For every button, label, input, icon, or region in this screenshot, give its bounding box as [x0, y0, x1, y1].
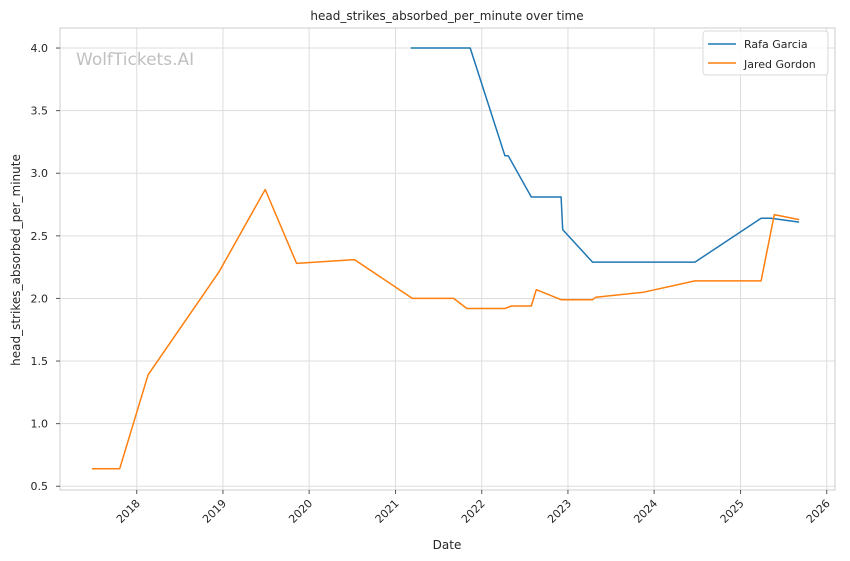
y-tick-label: 4.0 [31, 42, 49, 55]
x-axis-ticks: 2018 2019 2020 2021 2022 2023 2024 2025 2026 [114, 490, 833, 526]
plot-area-frame [59, 27, 836, 491]
x-tick-label: 2018 [114, 497, 143, 526]
x-tick-label: 2023 [545, 497, 574, 526]
x-axis-label: Date [433, 538, 462, 552]
legend-box [702, 30, 829, 76]
x-tick-label: 2026 [804, 497, 833, 526]
y-tick-label: 1.5 [31, 355, 49, 368]
x-tick-label: 2025 [718, 497, 747, 526]
y-tick-label: 0.5 [31, 480, 49, 493]
x-tick-label: 2020 [286, 497, 315, 526]
y-tick-label: 2.0 [31, 292, 49, 305]
grid [60, 28, 835, 490]
series-lines [91, 47, 800, 470]
legend: Rafa Garcia Jared Gordon [702, 30, 829, 76]
x-tick-label: 2024 [631, 497, 660, 526]
y-axis-ticks: 0.5 1.0 1.5 2.0 2.5 3.0 3.5 4.0 [31, 42, 60, 493]
legend-label-rafa-garcia: Rafa Garcia [744, 38, 808, 51]
y-axis-label: head_strikes_absorbed_per_minute [9, 154, 23, 366]
y-tick-label: 2.5 [31, 230, 49, 243]
chart-title: head_strikes_absorbed_per_minute over ti… [310, 9, 583, 23]
x-tick-label: 2019 [200, 497, 229, 526]
series-line-jared-gordon [91, 188, 800, 470]
legend-label-jared-gordon: Jared Gordon [743, 58, 816, 71]
x-tick-label: 2022 [459, 497, 488, 526]
y-tick-label: 3.0 [31, 167, 49, 180]
y-tick-label: 3.5 [31, 105, 49, 118]
watermark-text: WolfTickets.AI [76, 50, 194, 70]
y-tick-label: 1.0 [31, 418, 49, 431]
series-line-rafa-garcia [410, 47, 800, 263]
x-tick-label: 2021 [373, 497, 402, 526]
